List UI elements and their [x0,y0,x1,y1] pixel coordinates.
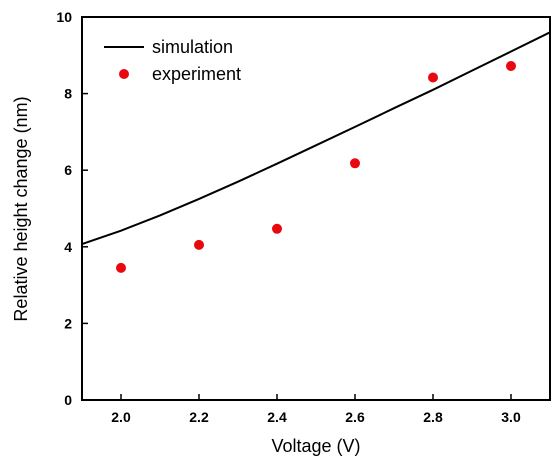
y-tick-label: 10 [56,9,72,25]
x-tick-label: 2.8 [423,409,443,425]
x-tick-label: 2.2 [189,409,209,425]
y-tick-label: 6 [64,162,72,178]
y-tick-label: 4 [64,239,72,255]
legend-experiment-label: experiment [152,64,241,84]
x-tick-label: 2.0 [111,409,131,425]
y-axis: 0 2 4 6 8 10 [56,9,88,408]
plot-frame [81,16,551,401]
experiment-point [116,262,126,273]
x-tick-label: 3.0 [501,409,521,425]
experiment-point [428,72,438,83]
y-tick-label: 2 [64,315,72,331]
experiment-point [350,158,360,169]
x-tick-label: 2.6 [345,409,365,425]
experiment-point [194,239,204,250]
experiment-point [272,223,282,234]
x-axis-title: Voltage (V) [271,436,360,456]
series-layer [81,31,551,273]
legend: simulation experiment [104,37,241,84]
legend-experiment-swatch [119,69,129,79]
y-axis-title: Relative height change (nm) [11,96,31,321]
plot-border [81,16,551,401]
x-axis: 2.0 2.2 2.4 2.6 2.8 3.0 [111,394,521,425]
y-tick-label: 8 [64,86,72,102]
y-tick-label: 0 [64,392,72,408]
x-tick-label: 2.4 [267,409,287,425]
simulation-line [81,31,551,246]
experiment-point [506,61,516,72]
legend-simulation-label: simulation [152,37,233,57]
